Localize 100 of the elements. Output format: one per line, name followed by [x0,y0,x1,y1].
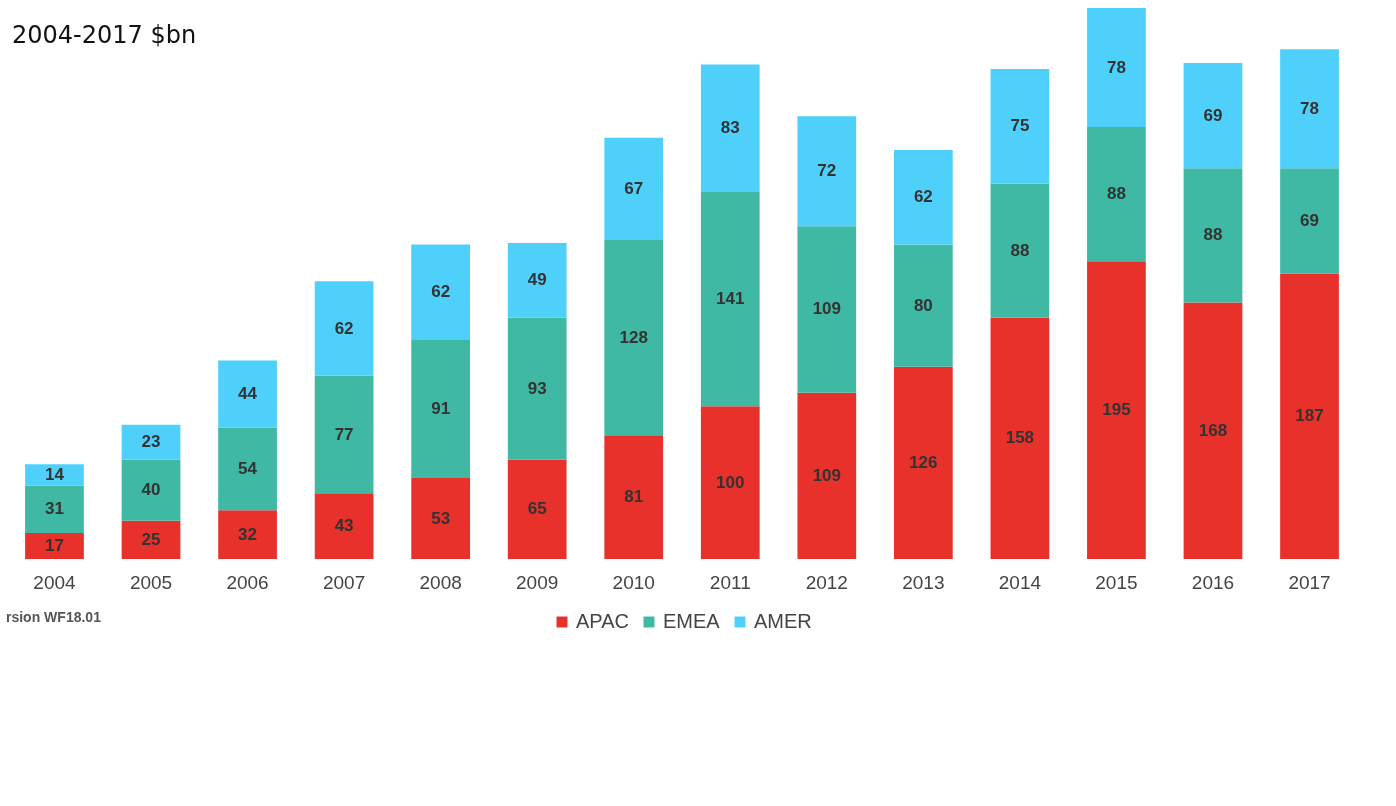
data-label: 40 [141,480,161,500]
data-label: 141 [716,288,745,308]
data-label: 88 [1106,184,1126,204]
x-tick-label: 2009 [516,571,559,593]
bar [990,183,1050,318]
bar [700,406,760,559]
bar [797,226,857,393]
text: 2004-2017 $bn [12,21,197,49]
data-label: 62 [913,187,933,207]
data-label: 100 [716,472,745,492]
x-tick-label: 2004 [33,571,77,593]
bar [121,520,181,559]
data-label: 93 [527,378,547,398]
bar [1280,273,1339,559]
data-label: 17 [45,536,64,556]
bar [507,459,567,559]
bar [1087,127,1146,262]
bar [990,317,1050,559]
bar [314,281,374,376]
bar [893,149,953,245]
bar [507,317,567,460]
bar [604,435,664,559]
data-label: 158 [1005,428,1035,448]
x-tick-label: 2013 [902,571,945,593]
data-label: 43 [334,516,354,536]
data-label: 23 [141,432,161,452]
bar [218,427,277,511]
bar [314,375,374,494]
bar [411,339,471,479]
bar [411,244,471,340]
bar [507,243,567,318]
bar [25,533,84,559]
x-tick-label: 2010 [612,571,655,593]
data-label: 195 [1102,400,1131,420]
data-label: 54 [238,458,258,478]
data-label: 53 [431,508,451,528]
data-label: 168 [1198,420,1228,440]
data-label: 109 [812,299,841,319]
data-label: 109 [812,465,841,485]
data-label: 69 [1300,210,1319,230]
bar [893,366,953,559]
bar [1183,168,1243,303]
x-tick-label: 2014 [998,571,1042,593]
data-label: 128 [619,327,648,347]
text: rsion WF18.01 [6,609,102,625]
data-label: 83 [720,117,740,137]
bar [797,392,857,559]
data-label: 91 [431,398,451,418]
bar [1280,49,1339,169]
bar [604,137,664,240]
data-label: 44 [238,384,258,404]
data-label: 78 [1106,57,1126,77]
bar [1183,62,1243,169]
bar [604,240,664,436]
data-label: 14 [45,465,65,485]
data-label: 62 [431,281,451,301]
bar [700,191,760,407]
data-label: 32 [238,524,258,544]
bar [1087,8,1146,128]
data-label: 75 [1010,116,1030,136]
data-label: 80 [913,295,933,315]
legend-label: EMEA [663,610,721,632]
legend-label: AMER [754,610,812,632]
x-tick-label: 2011 [709,571,751,593]
data-label: 88 [1010,240,1030,260]
data-label: 62 [334,318,354,338]
bar [25,464,84,486]
data-label: 67 [624,178,644,198]
bar [990,69,1050,184]
bar [121,459,181,521]
data-label: 31 [45,499,64,519]
data-label: 77 [334,424,354,444]
bar [218,360,277,428]
data-label: 78 [1300,98,1319,118]
legend-label: APAC [576,610,629,632]
bar [1183,302,1243,559]
x-tick-label: 2005 [129,571,173,593]
data-label: 88 [1203,225,1223,245]
x-tick-label: 2012 [805,571,848,593]
x-tick-label: 2007 [322,571,366,593]
x-tick-label: 2017 [1288,571,1331,593]
bar [314,493,374,559]
data-label: 72 [817,161,837,181]
data-label: 81 [624,487,644,507]
bar [700,64,760,192]
bar [797,116,857,227]
bar [1087,261,1146,559]
data-label: 69 [1203,105,1223,125]
x-tick-label: 2008 [419,571,462,593]
x-tick-label: 2015 [1095,571,1138,593]
bar [25,485,84,534]
bar [1280,168,1339,274]
bar [411,478,471,559]
bar [218,510,277,559]
data-label: 126 [909,452,938,472]
data-label: 25 [141,529,161,549]
data-label: 49 [527,270,547,290]
data-label: 187 [1295,406,1324,426]
x-tick-label: 2006 [226,571,269,593]
x-tick-label: 2016 [1191,571,1235,593]
